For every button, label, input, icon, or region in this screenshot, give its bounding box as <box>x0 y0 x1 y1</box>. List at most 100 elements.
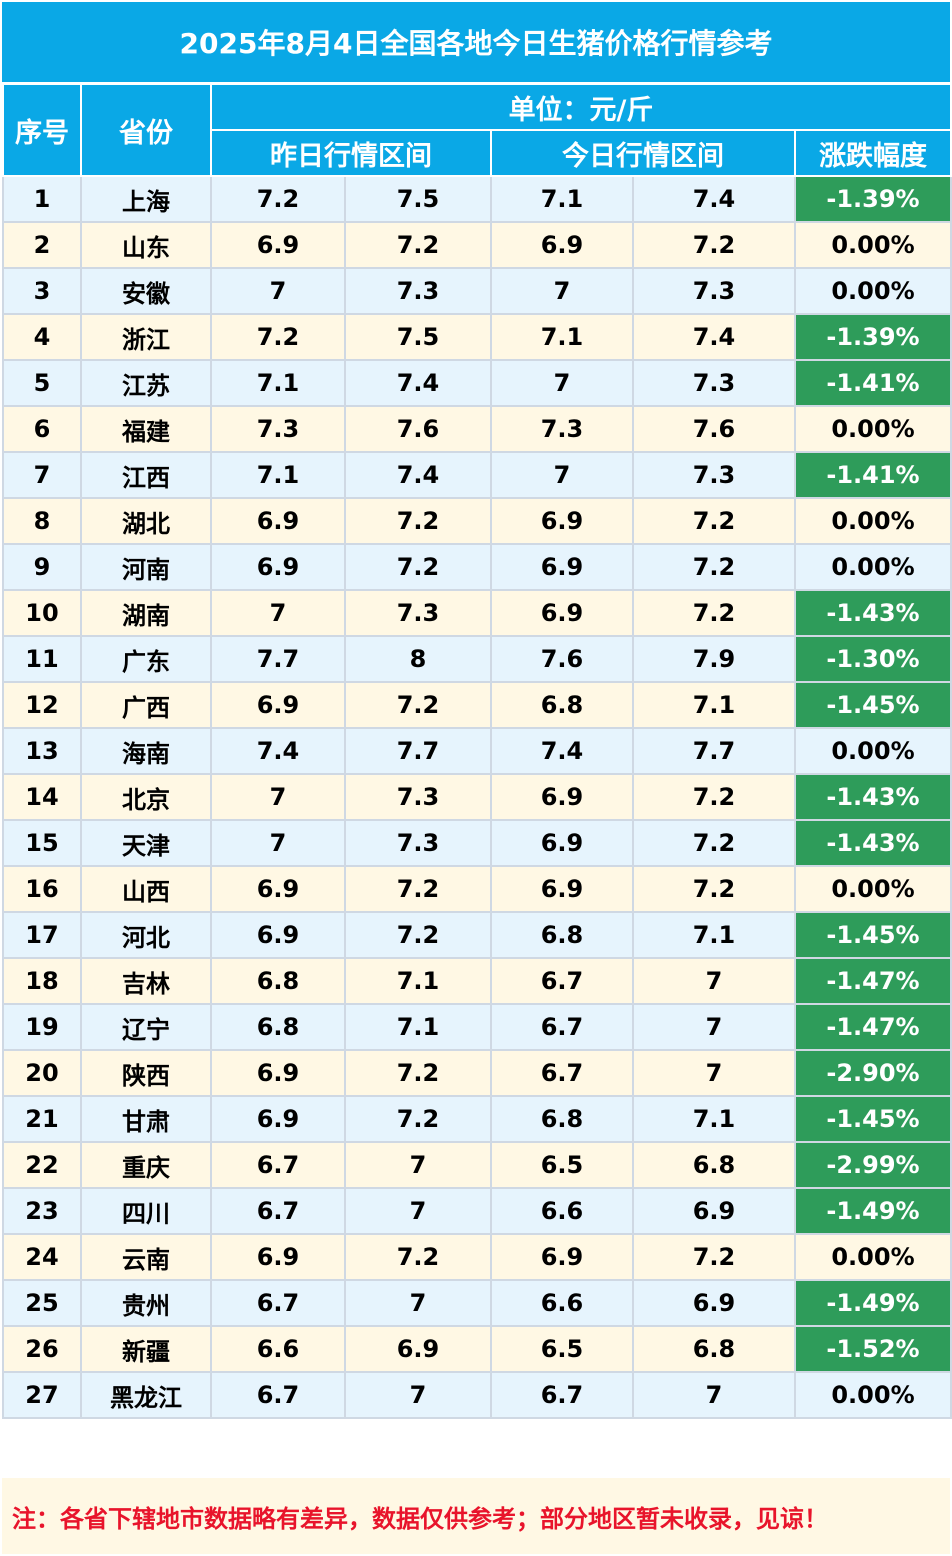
table-row: 1 上海 7.2 7.5 7.1 7.4 -1.39% <box>2 175 952 223</box>
row-index: 9 <box>2 543 82 591</box>
row-province: 河北 <box>80 911 212 959</box>
row-index: 16 <box>2 865 82 913</box>
yesterday-high: 7.2 <box>344 497 492 545</box>
yesterday-low: 6.9 <box>210 1233 346 1281</box>
row-province: 天津 <box>80 819 212 867</box>
yesterday-low: 7.2 <box>210 175 346 223</box>
today-low: 6.8 <box>490 1095 634 1143</box>
row-province: 广西 <box>80 681 212 729</box>
table-row: 16 山西 6.9 7.2 6.9 7.2 0.00% <box>2 865 952 913</box>
change-value: -1.45% <box>794 681 952 729</box>
row-province: 湖北 <box>80 497 212 545</box>
row-index: 20 <box>2 1049 82 1097</box>
today-high: 7.2 <box>632 589 796 637</box>
today-high: 7.7 <box>632 727 796 775</box>
column-header-province: 省份 <box>80 83 212 177</box>
today-low: 6.9 <box>490 543 634 591</box>
yesterday-low: 6.7 <box>210 1279 346 1327</box>
today-high: 6.9 <box>632 1279 796 1327</box>
today-low: 6.9 <box>490 819 634 867</box>
row-province: 江苏 <box>80 359 212 407</box>
today-low: 7 <box>490 451 634 499</box>
row-index: 26 <box>2 1325 82 1373</box>
column-header-index: 序号 <box>2 83 82 177</box>
yesterday-low: 7 <box>210 267 346 315</box>
table-row: 14 北京 7 7.3 6.9 7.2 -1.43% <box>2 773 952 821</box>
row-index: 3 <box>2 267 82 315</box>
table-row: 13 海南 7.4 7.7 7.4 7.7 0.00% <box>2 727 952 775</box>
row-province: 甘肃 <box>80 1095 212 1143</box>
change-value: -2.90% <box>794 1049 952 1097</box>
today-low: 7 <box>490 359 634 407</box>
today-low: 6.5 <box>490 1325 634 1373</box>
change-value: -1.49% <box>794 1187 952 1235</box>
today-high: 7.3 <box>632 359 796 407</box>
table-row: 21 甘肃 6.9 7.2 6.8 7.1 -1.45% <box>2 1095 952 1143</box>
table-row: 8 湖北 6.9 7.2 6.9 7.2 0.00% <box>2 497 952 545</box>
table-row: 22 重庆 6.7 7 6.5 6.8 -2.99% <box>2 1141 952 1189</box>
row-index: 8 <box>2 497 82 545</box>
yesterday-low: 6.9 <box>210 681 346 729</box>
today-low: 6.9 <box>490 589 634 637</box>
change-value: -1.39% <box>794 313 952 361</box>
today-high: 7 <box>632 1049 796 1097</box>
today-high: 7.3 <box>632 451 796 499</box>
row-province: 四川 <box>80 1187 212 1235</box>
today-high: 6.9 <box>632 1187 796 1235</box>
yesterday-high: 7.4 <box>344 359 492 407</box>
row-province: 云南 <box>80 1233 212 1281</box>
yesterday-low: 7.4 <box>210 727 346 775</box>
today-high: 7.9 <box>632 635 796 683</box>
row-index: 22 <box>2 1141 82 1189</box>
yesterday-low: 6.9 <box>210 221 346 269</box>
yesterday-low: 6.9 <box>210 1095 346 1143</box>
today-low: 6.8 <box>490 681 634 729</box>
yesterday-high: 7.3 <box>344 267 492 315</box>
today-high: 7.4 <box>632 313 796 361</box>
today-low: 6.9 <box>490 221 634 269</box>
today-low: 6.7 <box>490 1049 634 1097</box>
row-province: 湖南 <box>80 589 212 637</box>
change-value: 0.00% <box>794 497 952 545</box>
today-high: 7 <box>632 957 796 1005</box>
change-value: -1.45% <box>794 911 952 959</box>
yesterday-high: 7.6 <box>344 405 492 453</box>
change-value: 0.00% <box>794 1233 952 1281</box>
yesterday-high: 7.1 <box>344 1003 492 1051</box>
row-index: 12 <box>2 681 82 729</box>
row-province: 海南 <box>80 727 212 775</box>
yesterday-high: 7.2 <box>344 911 492 959</box>
today-low: 7.1 <box>490 313 634 361</box>
row-index: 5 <box>2 359 82 407</box>
today-low: 6.9 <box>490 773 634 821</box>
row-index: 7 <box>2 451 82 499</box>
change-value: -1.52% <box>794 1325 952 1373</box>
yesterday-low: 6.9 <box>210 497 346 545</box>
yesterday-high: 7.3 <box>344 773 492 821</box>
yesterday-low: 6.8 <box>210 957 346 1005</box>
yesterday-low: 7.2 <box>210 313 346 361</box>
yesterday-low: 7.7 <box>210 635 346 683</box>
table-row: 5 江苏 7.1 7.4 7 7.3 -1.41% <box>2 359 952 407</box>
change-value: -1.43% <box>794 773 952 821</box>
row-index: 19 <box>2 1003 82 1051</box>
change-value: -1.41% <box>794 451 952 499</box>
today-low: 7 <box>490 267 634 315</box>
row-index: 11 <box>2 635 82 683</box>
table-row: 27 黑龙江 6.7 7 6.7 7 0.00% <box>2 1371 952 1419</box>
today-low: 6.6 <box>490 1187 634 1235</box>
change-value: 0.00% <box>794 267 952 315</box>
row-index: 6 <box>2 405 82 453</box>
today-low: 6.9 <box>490 497 634 545</box>
footnote: 注：各省下辖地市数据略有差异，数据仅供参考；部分地区暂未收录，见谅！ <box>2 1478 950 1554</box>
row-province: 江西 <box>80 451 212 499</box>
yesterday-high: 7.5 <box>344 175 492 223</box>
yesterday-high: 7.1 <box>344 957 492 1005</box>
row-index: 10 <box>2 589 82 637</box>
change-value: 0.00% <box>794 543 952 591</box>
yesterday-high: 7.2 <box>344 1049 492 1097</box>
row-index: 27 <box>2 1371 82 1419</box>
row-index: 14 <box>2 773 82 821</box>
today-high: 7.2 <box>632 543 796 591</box>
